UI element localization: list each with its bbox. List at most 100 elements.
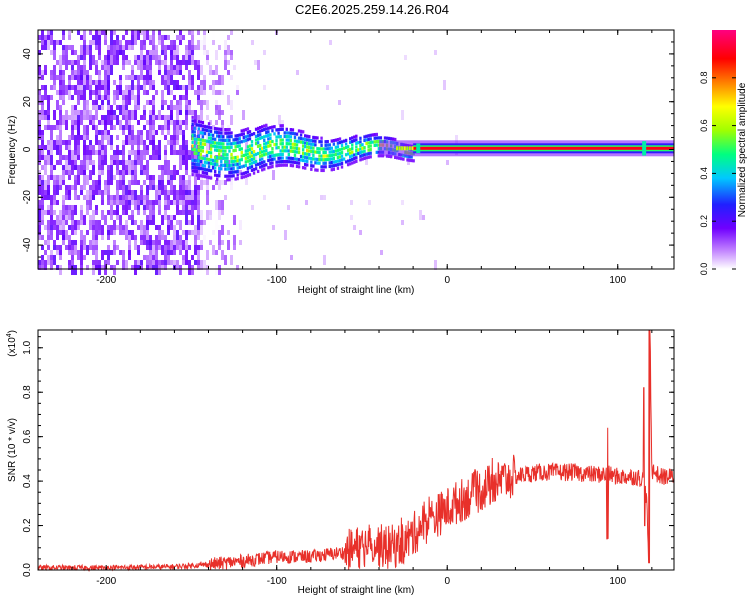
spectrogram-cell [258,126,262,130]
spectrogram-cell [263,128,266,132]
spectrogram-cell [41,165,44,170]
spectrogram-cell [92,115,95,120]
spectrogram-cell [182,230,185,235]
spectrogram-cell [173,250,176,255]
spectrogram-cell [182,60,185,65]
spectrogram-cell [332,153,336,157]
spectrogram-cell [131,95,134,100]
spectrogram-cell [146,170,149,180]
spectrogram-cell [137,30,140,40]
spectrogram-cell [122,45,125,50]
spectrogram-cell [41,210,44,215]
spectrogram-cell [182,190,185,200]
spectrogram-cell [293,153,297,157]
snr-multiplier-prefix: (x10 [7,337,18,357]
spectrogram-cell [312,142,315,147]
snr-y-tick-label: 0.6 [22,429,33,443]
spectrogram-cell [173,70,176,75]
spectrogram-cell [80,45,83,55]
spectrogram-cell [140,115,143,120]
spectrogram-cell [191,169,194,173]
spectrogram-cell [56,60,59,65]
spectrogram-cell [296,70,299,75]
spectrogram-cell [50,165,53,170]
spectrogram-cell [312,146,315,150]
spectrogram-cell [104,190,107,195]
spectrogram-cell [68,190,71,200]
spectrogram-cell [107,185,110,190]
spectrogram-cell [164,35,167,40]
spectrogram-cell [285,149,288,153]
spectrogram-cell [206,100,209,110]
spectrogram-cell [98,35,101,45]
spectrogram-cell [86,175,89,185]
spectrogram-cell [98,80,101,90]
spectrogram-cell [242,153,246,158]
spectrogram-cell [104,35,107,40]
spectrogram-cell [338,162,342,166]
spectrogram-cell [197,260,200,265]
spectrogram-cell [443,80,446,90]
spectrogram-cell [291,149,295,154]
spectrogram-cell [179,190,182,200]
spectrogram-cell [295,164,299,169]
spectrogram-cell [179,175,182,185]
spectrogram-cell [194,150,197,160]
spectrogram-cell [261,146,264,150]
spectrogram-cell [125,140,128,145]
spectrogram-cell [164,135,167,140]
spectrogram-cell [213,126,217,131]
spectrogram-cell [248,162,252,166]
spectrogram-cell [277,128,280,132]
spectrogram-cell [140,200,143,205]
spectrogram-cell [182,260,185,265]
spectrogram-cell [193,166,196,170]
spectrogram-cell [195,137,198,141]
spectrogram-cell [326,139,329,144]
spectrogram-cell [401,146,404,151]
spectrogram-cell [176,45,179,55]
spectrogram-cell [86,80,89,90]
spectrogram-cell [434,260,437,270]
spectrogram-cell [110,125,113,130]
spectrogram-cell [200,125,203,130]
spectrogram-cell [71,185,74,190]
spectrogram-cell [233,220,236,225]
spectrogram-cell [143,115,146,120]
spectrogram-cell [95,35,98,45]
spectrogram-cell [322,158,325,162]
spectrogram-cell [218,45,221,50]
spectrogram-cell [98,90,101,95]
spectrogram-cell [367,137,370,141]
spectrogram-cell [203,220,206,225]
spectrogram-cell [212,70,215,75]
spectrogram-cell [140,190,143,200]
spectrogram-cell [59,110,62,115]
spectrogram-cell [310,160,313,164]
spectrogram-cell [326,157,329,162]
spectrogram-cell [59,155,62,160]
spectrogram-cell [191,162,194,166]
spectrogram-cell [254,60,257,65]
spectrogram-cell [74,230,77,235]
spectrogram-cell [216,177,219,181]
spectrogram-cell [71,230,74,235]
spectrogram-cell [389,155,393,159]
spectrogram-cell [119,250,122,255]
spectrogram-cell [143,80,146,85]
spectrogram-cell [143,65,146,70]
spectrogram-cell [95,100,98,105]
spectrogram-cell [137,65,140,70]
spectrogram-cell [234,134,237,138]
spectrogram-cell [155,155,158,160]
spectrogram-cell [324,158,327,162]
spectrogram-cell [295,139,299,143]
spectrogram-cell [113,125,116,130]
spectrogram-cell [258,147,262,151]
spectrogram-cell [271,157,274,162]
spectrogram-cell [194,240,197,245]
spectrogram-cell [128,230,131,235]
spectrogram-cell [74,165,77,170]
spectrogram-cell [289,160,293,164]
